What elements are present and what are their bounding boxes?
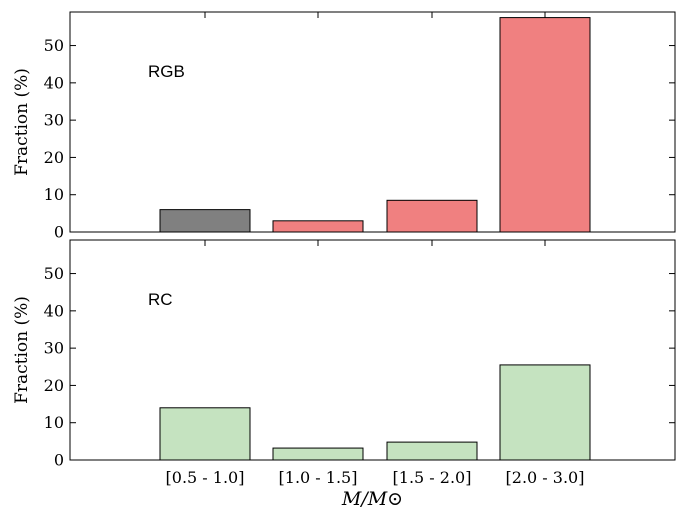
y-tick-label: 0 — [54, 451, 64, 470]
y-tick-label: 10 — [44, 185, 64, 204]
y-axis-label: Fraction (%) — [12, 68, 32, 176]
y-tick-label: 10 — [44, 413, 64, 432]
y-tick-label: 50 — [44, 36, 64, 55]
bar — [386, 441, 478, 461]
bar — [159, 407, 251, 461]
bar — [499, 364, 591, 461]
panel-label: RC — [148, 290, 173, 309]
y-tick-label: 0 — [54, 223, 64, 242]
x-tick-label: [2.0 - 3.0] — [506, 468, 585, 487]
y-tick-label: 20 — [44, 376, 64, 395]
y-tick-label: 50 — [44, 264, 64, 283]
bar — [272, 220, 364, 233]
bar — [272, 447, 364, 461]
panel-rgb: 0 10 20 30 40 50 RGB Fraction (%) — [12, 11, 676, 242]
y-tick-label: 40 — [44, 73, 64, 92]
x-tick-label: [1.5 - 2.0] — [393, 468, 472, 487]
bar — [159, 209, 251, 233]
panel-rc: 0 10 20 30 40 50 RC Fraction (%) [0.5 - 1.0] [1.0… — [12, 239, 676, 487]
y-tick-label: 30 — [44, 111, 64, 130]
panel-label: RGB — [148, 62, 185, 81]
x-axis-label: M/M⊙ — [341, 488, 403, 510]
y-axis-label: Fraction (%) — [12, 296, 32, 404]
y-tick-label: 30 — [44, 339, 64, 358]
x-tick-label: [1.0 - 1.5] — [279, 468, 358, 487]
x-tick-label: [0.5 - 1.0] — [166, 468, 245, 487]
y-tick-label: 40 — [44, 301, 64, 320]
y-tick-label: 20 — [44, 148, 64, 167]
bar — [499, 17, 591, 233]
bar — [386, 199, 478, 233]
plot-frame — [69, 239, 676, 461]
plot-frame — [69, 11, 676, 233]
